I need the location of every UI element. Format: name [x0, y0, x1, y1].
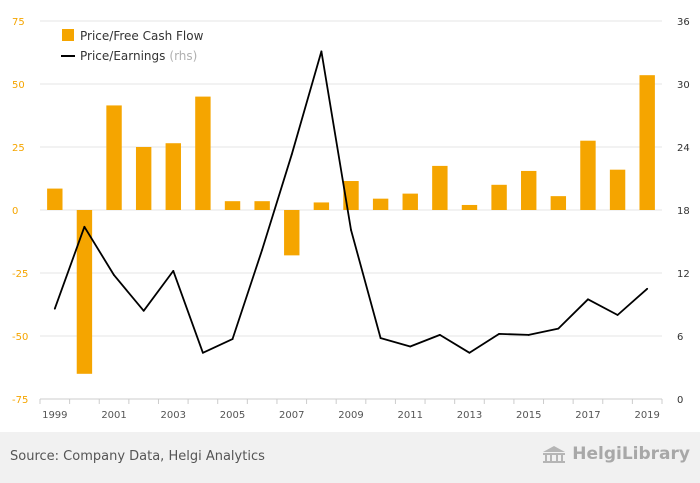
line-point-2015 [527, 334, 530, 336]
library-icon [543, 446, 566, 463]
bar-2008 [313, 202, 330, 210]
line-point-2013 [468, 351, 471, 354]
y-right-tick-label: 12 [677, 269, 690, 280]
bar-2012 [432, 165, 448, 210]
y-right-tick-label: 30 [677, 80, 690, 91]
x-tick-label: 2017 [575, 410, 600, 421]
y-left-tick-label: 50 [12, 80, 25, 91]
line-point-2006 [261, 249, 264, 251]
y-left-tick-label: -50 [12, 332, 28, 343]
x-tick-label: 2001 [101, 410, 126, 421]
bar-2005 [224, 201, 241, 210]
bar-2015 [521, 170, 537, 210]
x-tick-label: 2005 [220, 410, 245, 421]
brand-logo: HelgiLibrary [542, 444, 690, 464]
line-point-2001 [113, 274, 115, 276]
x-tick-label: 2015 [516, 410, 541, 421]
y-right-tick-label: 36 [677, 17, 690, 28]
bar-2016 [550, 196, 567, 210]
y-right-tick-label: 18 [677, 206, 690, 217]
x-tick-label: 2007 [279, 410, 304, 421]
x-tick-label: 2011 [398, 410, 423, 421]
y-left-tick-label: -25 [12, 269, 28, 280]
y-left-tick-label: -75 [12, 395, 28, 406]
line-point-1999 [53, 307, 56, 310]
legend-label-price-fcf: Price/Free Cash Flow [80, 29, 204, 43]
line-point-2003 [172, 270, 175, 272]
line-point-2018 [616, 314, 619, 316]
line-point-2000 [83, 225, 86, 228]
bar-2010 [372, 198, 389, 210]
bar-2003 [165, 143, 181, 210]
y-right-tick-label: 6 [677, 332, 683, 343]
line-point-2008 [320, 50, 323, 53]
line-point-2019 [646, 287, 649, 290]
bar-2011 [402, 193, 418, 210]
y-right-tick-label: 24 [677, 143, 690, 154]
line-point-2012 [438, 334, 441, 336]
line-point-2004 [202, 351, 204, 354]
line-point-2014 [498, 333, 500, 335]
x-tick-label: 2013 [457, 410, 482, 421]
y-left-tick-label: 25 [12, 143, 25, 154]
line-point-2010 [379, 337, 382, 339]
bar-2017 [580, 140, 596, 210]
bar-2018 [609, 169, 626, 210]
legend-label-rhs: (rhs) [169, 49, 197, 63]
bar-2000 [76, 210, 93, 374]
source-text: Source: Company Data, Helgi Analytics [10, 449, 265, 464]
legend-swatch-bar [62, 29, 74, 41]
line-point-2005 [231, 338, 234, 341]
line-point-2009 [350, 229, 352, 231]
bar-2014 [491, 184, 507, 210]
combo-chart: 75 50 25 0 -25 -50 -75 36 30 24 18 12 6 0 1999 2001 2003… [12, 17, 690, 421]
legend-label-price-earnings: Price/Earnings [80, 49, 165, 63]
line-point-2016 [557, 327, 560, 330]
bar-2019 [639, 75, 655, 211]
y-left-tick-label: 75 [12, 17, 25, 28]
bar-2006 [254, 201, 270, 210]
bar-2013 [461, 204, 478, 210]
y-left-tick-label: 0 [12, 206, 18, 217]
x-tick-label: 2019 [634, 410, 659, 421]
bar-2004 [195, 96, 211, 210]
bar-2007 [284, 210, 300, 256]
x-tick-label: 2009 [338, 410, 363, 421]
brand-text: HelgiLibrary [572, 444, 690, 464]
bar-2002 [135, 147, 152, 210]
line-point-2011 [409, 345, 412, 348]
bar-2001 [106, 105, 122, 210]
line-point-2007 [290, 153, 293, 156]
line-point-2002 [142, 309, 145, 312]
bar-1999 [47, 188, 63, 210]
x-tick-label: 1999 [42, 410, 67, 421]
footer: Source: Company Data, Helgi Analytics He… [0, 432, 700, 483]
x-tick-label: 2003 [161, 410, 186, 421]
line-point-2017 [587, 298, 589, 301]
y-right-tick-label: 0 [677, 395, 683, 406]
